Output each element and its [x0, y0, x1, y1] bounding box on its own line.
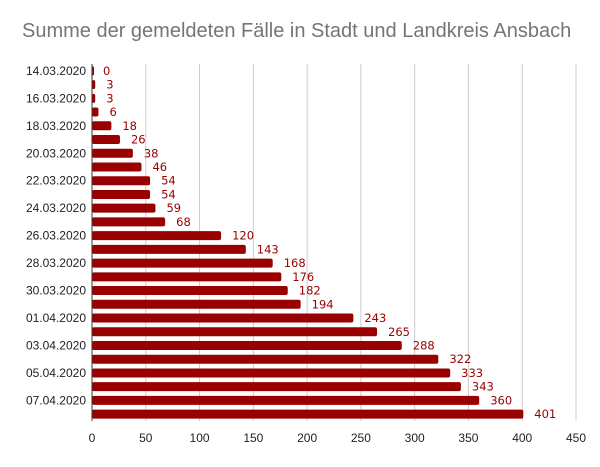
x-tick-label-450: 450 [566, 431, 586, 445]
bar-18.03.2020 [92, 121, 112, 131]
data-label-15.03.2020: 3 [106, 78, 113, 92]
bar-22.03.2020 [92, 176, 151, 186]
data-label-14.03.2020: 0 [103, 64, 110, 78]
bar-01.04.2020 [92, 313, 354, 323]
bar-15.03.2020 [92, 80, 96, 90]
bar-06.04.2020 [92, 382, 461, 392]
category-label-01.04.2020: 01.04.2020 [26, 311, 86, 325]
category-label-24.03.2020: 24.03.2020 [26, 201, 86, 215]
data-label-19.03.2020: 26 [131, 133, 146, 147]
bar-26.03.2020 [92, 231, 222, 241]
bar-31.03.2020 [92, 299, 301, 309]
category-label-03.04.2020: 03.04.2020 [26, 338, 86, 352]
data-label-02.04.2020: 265 [388, 325, 410, 339]
x-tick-label-350: 350 [458, 431, 478, 445]
bar-21.03.2020 [92, 162, 142, 172]
category-label-28.03.2020: 28.03.2020 [26, 256, 86, 270]
x-tick-label-50: 50 [139, 431, 153, 445]
bar-29.03.2020 [92, 272, 282, 282]
data-label-03.04.2020: 288 [413, 338, 435, 352]
data-label-31.03.2020: 194 [312, 297, 334, 311]
data-label-01.04.2020: 243 [364, 311, 386, 325]
data-label-26.03.2020: 120 [232, 229, 254, 243]
data-label-24.03.2020: 59 [166, 201, 181, 215]
data-label-30.03.2020: 182 [299, 284, 321, 298]
category-label-26.03.2020: 26.03.2020 [26, 229, 86, 243]
data-label-23.03.2020: 54 [161, 187, 176, 201]
category-label-05.04.2020: 05.04.2020 [26, 366, 86, 380]
data-label-17.03.2020: 6 [109, 105, 116, 119]
bar-25.03.2020 [92, 217, 166, 227]
bar-16.03.2020 [92, 93, 96, 103]
category-label-14.03.2020: 14.03.2020 [26, 64, 86, 78]
bar-27.03.2020 [92, 244, 246, 254]
bar-08.04.2020 [92, 409, 524, 419]
data-label-18.03.2020: 18 [122, 119, 137, 133]
bar-05.04.2020 [92, 368, 451, 378]
data-label-05.04.2020: 333 [461, 366, 483, 380]
category-label-30.03.2020: 30.03.2020 [26, 284, 86, 298]
data-label-25.03.2020: 68 [176, 215, 191, 229]
data-label-04.04.2020: 322 [449, 352, 471, 366]
category-label-20.03.2020: 20.03.2020 [26, 146, 86, 160]
x-tick-label-400: 400 [512, 431, 532, 445]
x-tick-label-200: 200 [297, 431, 317, 445]
chart-title: Summe der gemeldeten Fälle in Stadt und … [22, 20, 572, 42]
data-label-20.03.2020: 38 [144, 146, 159, 160]
x-tick-label-100: 100 [190, 431, 210, 445]
bar-02.04.2020 [92, 327, 378, 337]
category-label-16.03.2020: 16.03.2020 [26, 91, 86, 105]
x-tick-label-0: 0 [89, 431, 96, 445]
category-label-18.03.2020: 18.03.2020 [26, 119, 86, 133]
bar-19.03.2020 [92, 135, 120, 145]
bar-04.04.2020 [92, 354, 439, 364]
data-label-07.04.2020: 360 [490, 393, 512, 407]
x-tick-label-250: 250 [351, 431, 371, 445]
bar-07.04.2020 [92, 395, 480, 405]
bar-17.03.2020 [92, 107, 99, 117]
data-label-16.03.2020: 3 [106, 91, 113, 105]
bar-20.03.2020 [92, 148, 133, 158]
bar-28.03.2020 [92, 258, 273, 268]
category-label-07.04.2020: 07.04.2020 [26, 393, 86, 407]
data-label-21.03.2020: 46 [152, 160, 167, 174]
bar-24.03.2020 [92, 203, 156, 213]
data-label-06.04.2020: 343 [472, 380, 494, 394]
data-label-28.03.2020: 168 [284, 256, 306, 270]
bar-23.03.2020 [92, 189, 151, 199]
data-label-27.03.2020: 143 [257, 242, 279, 256]
data-label-29.03.2020: 176 [292, 270, 314, 284]
data-label-22.03.2020: 54 [161, 174, 176, 188]
bar-30.03.2020 [92, 286, 288, 296]
x-tick-label-150: 150 [243, 431, 263, 445]
bar-03.04.2020 [92, 340, 402, 350]
data-label-08.04.2020: 401 [534, 407, 556, 421]
category-label-22.03.2020: 22.03.2020 [26, 174, 86, 188]
x-tick-label-300: 300 [405, 431, 425, 445]
